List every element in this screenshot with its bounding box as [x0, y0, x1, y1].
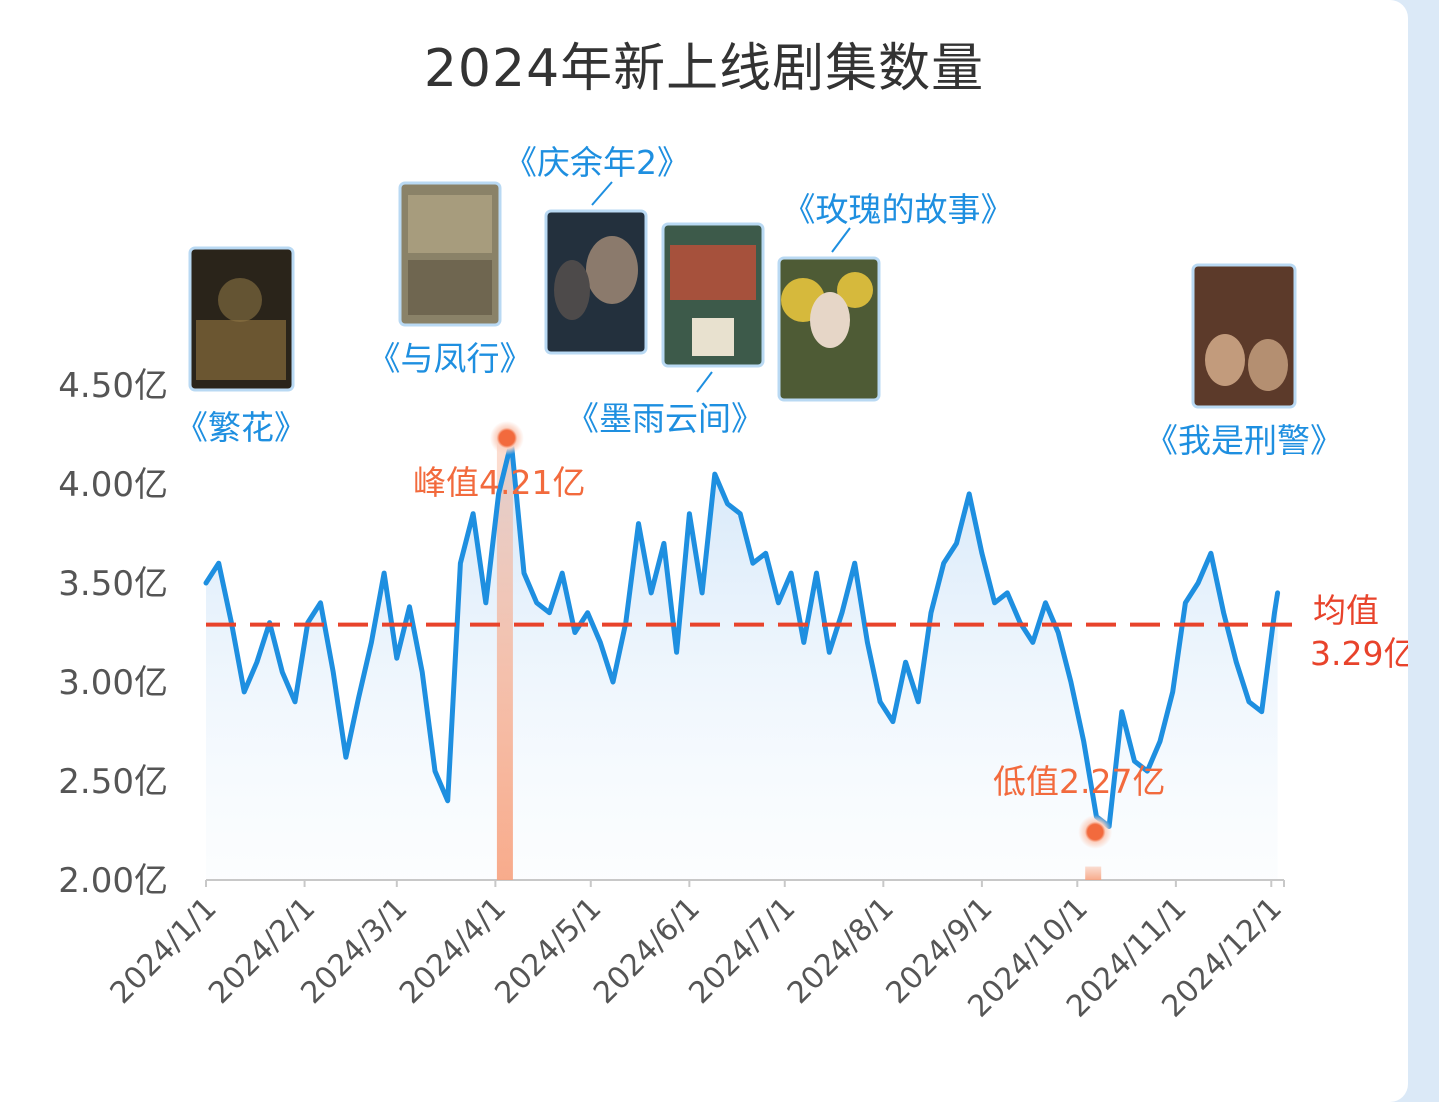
connector-moyuyunjian	[696, 371, 713, 393]
y-tick-label: 4.50亿	[58, 366, 168, 406]
y-tick-label: 3.50亿	[58, 564, 168, 604]
y-tick-label: 2.00亿	[58, 861, 168, 901]
connector-qingyunian2	[591, 181, 613, 206]
show-label: 《庆余年2》	[504, 143, 690, 182]
connector-meigui	[831, 227, 851, 253]
y-tick-label: 3.00亿	[58, 663, 168, 703]
show-label: 《我是刑警》	[1145, 421, 1343, 460]
trough-label: 低值2.27亿	[993, 762, 1165, 801]
show-label: 《墨雨云间》	[566, 399, 764, 438]
show-label: 《玫瑰的故事》	[783, 190, 1014, 229]
x-tick-label: 2024/5/1	[488, 891, 608, 1011]
poster-yufengxing	[398, 181, 502, 327]
show-label: 《繁花》	[175, 408, 307, 447]
x-tick-label: 2024/1/1	[104, 891, 224, 1011]
series-area	[206, 442, 1278, 880]
x-tick-label: 2024/8/1	[781, 891, 901, 1011]
poster-meiguidegushi	[777, 256, 881, 402]
peak-label: 峰值4.21亿	[413, 463, 585, 502]
y-tick-label: 4.00亿	[58, 465, 168, 505]
peak-marker	[489, 421, 524, 455]
chart-title: 2024年新上线剧集数量	[423, 39, 985, 99]
show-label: 《与凤行》	[368, 339, 533, 378]
trough-bar	[1085, 866, 1102, 880]
poster-fanhua	[188, 246, 295, 392]
x-tick-label: 2024/7/1	[682, 891, 802, 1011]
poster-qingyunian2	[544, 209, 648, 355]
peak-bar	[496, 442, 513, 880]
average-value: 3.29亿	[1310, 634, 1408, 673]
average-label: 均值	[1313, 591, 1379, 630]
trough-marker	[1078, 815, 1113, 849]
line-chart: 2024/1/12024/2/12024/3/12024/4/12024/5/1…	[58, 143, 1408, 1024]
y-tick-label: 2.50亿	[58, 762, 168, 802]
chart-card: 2024年新上线剧集数量	[0, 0, 1408, 1102]
poster-moyuyunjian	[661, 222, 765, 368]
poster-woshixingjing	[1191, 263, 1297, 409]
